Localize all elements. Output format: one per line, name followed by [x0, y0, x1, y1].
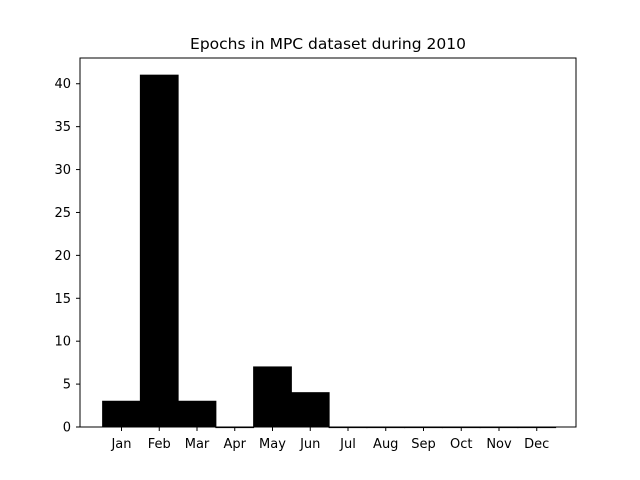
y-tick-label: 10	[54, 335, 71, 350]
x-tick-label: Mar	[185, 437, 210, 452]
x-tick-label: Jan	[110, 437, 131, 452]
chart-title: Epochs in MPC dataset during 2010	[190, 35, 466, 53]
bar-may	[253, 366, 292, 428]
x-tick-label: Dec	[524, 437, 549, 452]
bars	[102, 74, 557, 429]
y-tick-label: 40	[54, 77, 71, 92]
bar-jan	[102, 400, 141, 428]
x-tick-label: Jul	[339, 437, 356, 452]
x-tick-label: Nov	[486, 437, 512, 452]
x-tick-label: Jun	[299, 437, 320, 452]
y-tick-label: 5	[63, 378, 71, 393]
y-tick-label: 30	[54, 163, 71, 178]
y-tick-label: 35	[54, 120, 71, 135]
x-tick-label: May	[259, 437, 286, 452]
y-tick-label: 20	[54, 249, 71, 264]
x-tick-label: Sep	[411, 437, 436, 452]
bar-mar	[177, 400, 217, 428]
y-tick-label: 25	[54, 206, 71, 221]
bar-feb	[139, 74, 179, 428]
y-tick-label: 15	[54, 292, 71, 307]
x-tick-label: Feb	[148, 437, 171, 452]
y-tick-label: 0	[63, 421, 71, 436]
x-axis: Jan Feb Mar Apr May Jun Jul Aug Sep Oct Nov Dec	[110, 427, 549, 452]
x-tick-label: Aug	[373, 437, 398, 452]
x-tick-label: Apr	[224, 437, 247, 452]
y-axis: 0 5 10 15 20 25 30 35 40	[54, 77, 80, 436]
x-tick-label: Oct	[450, 437, 472, 452]
bar-jun	[290, 392, 330, 428]
